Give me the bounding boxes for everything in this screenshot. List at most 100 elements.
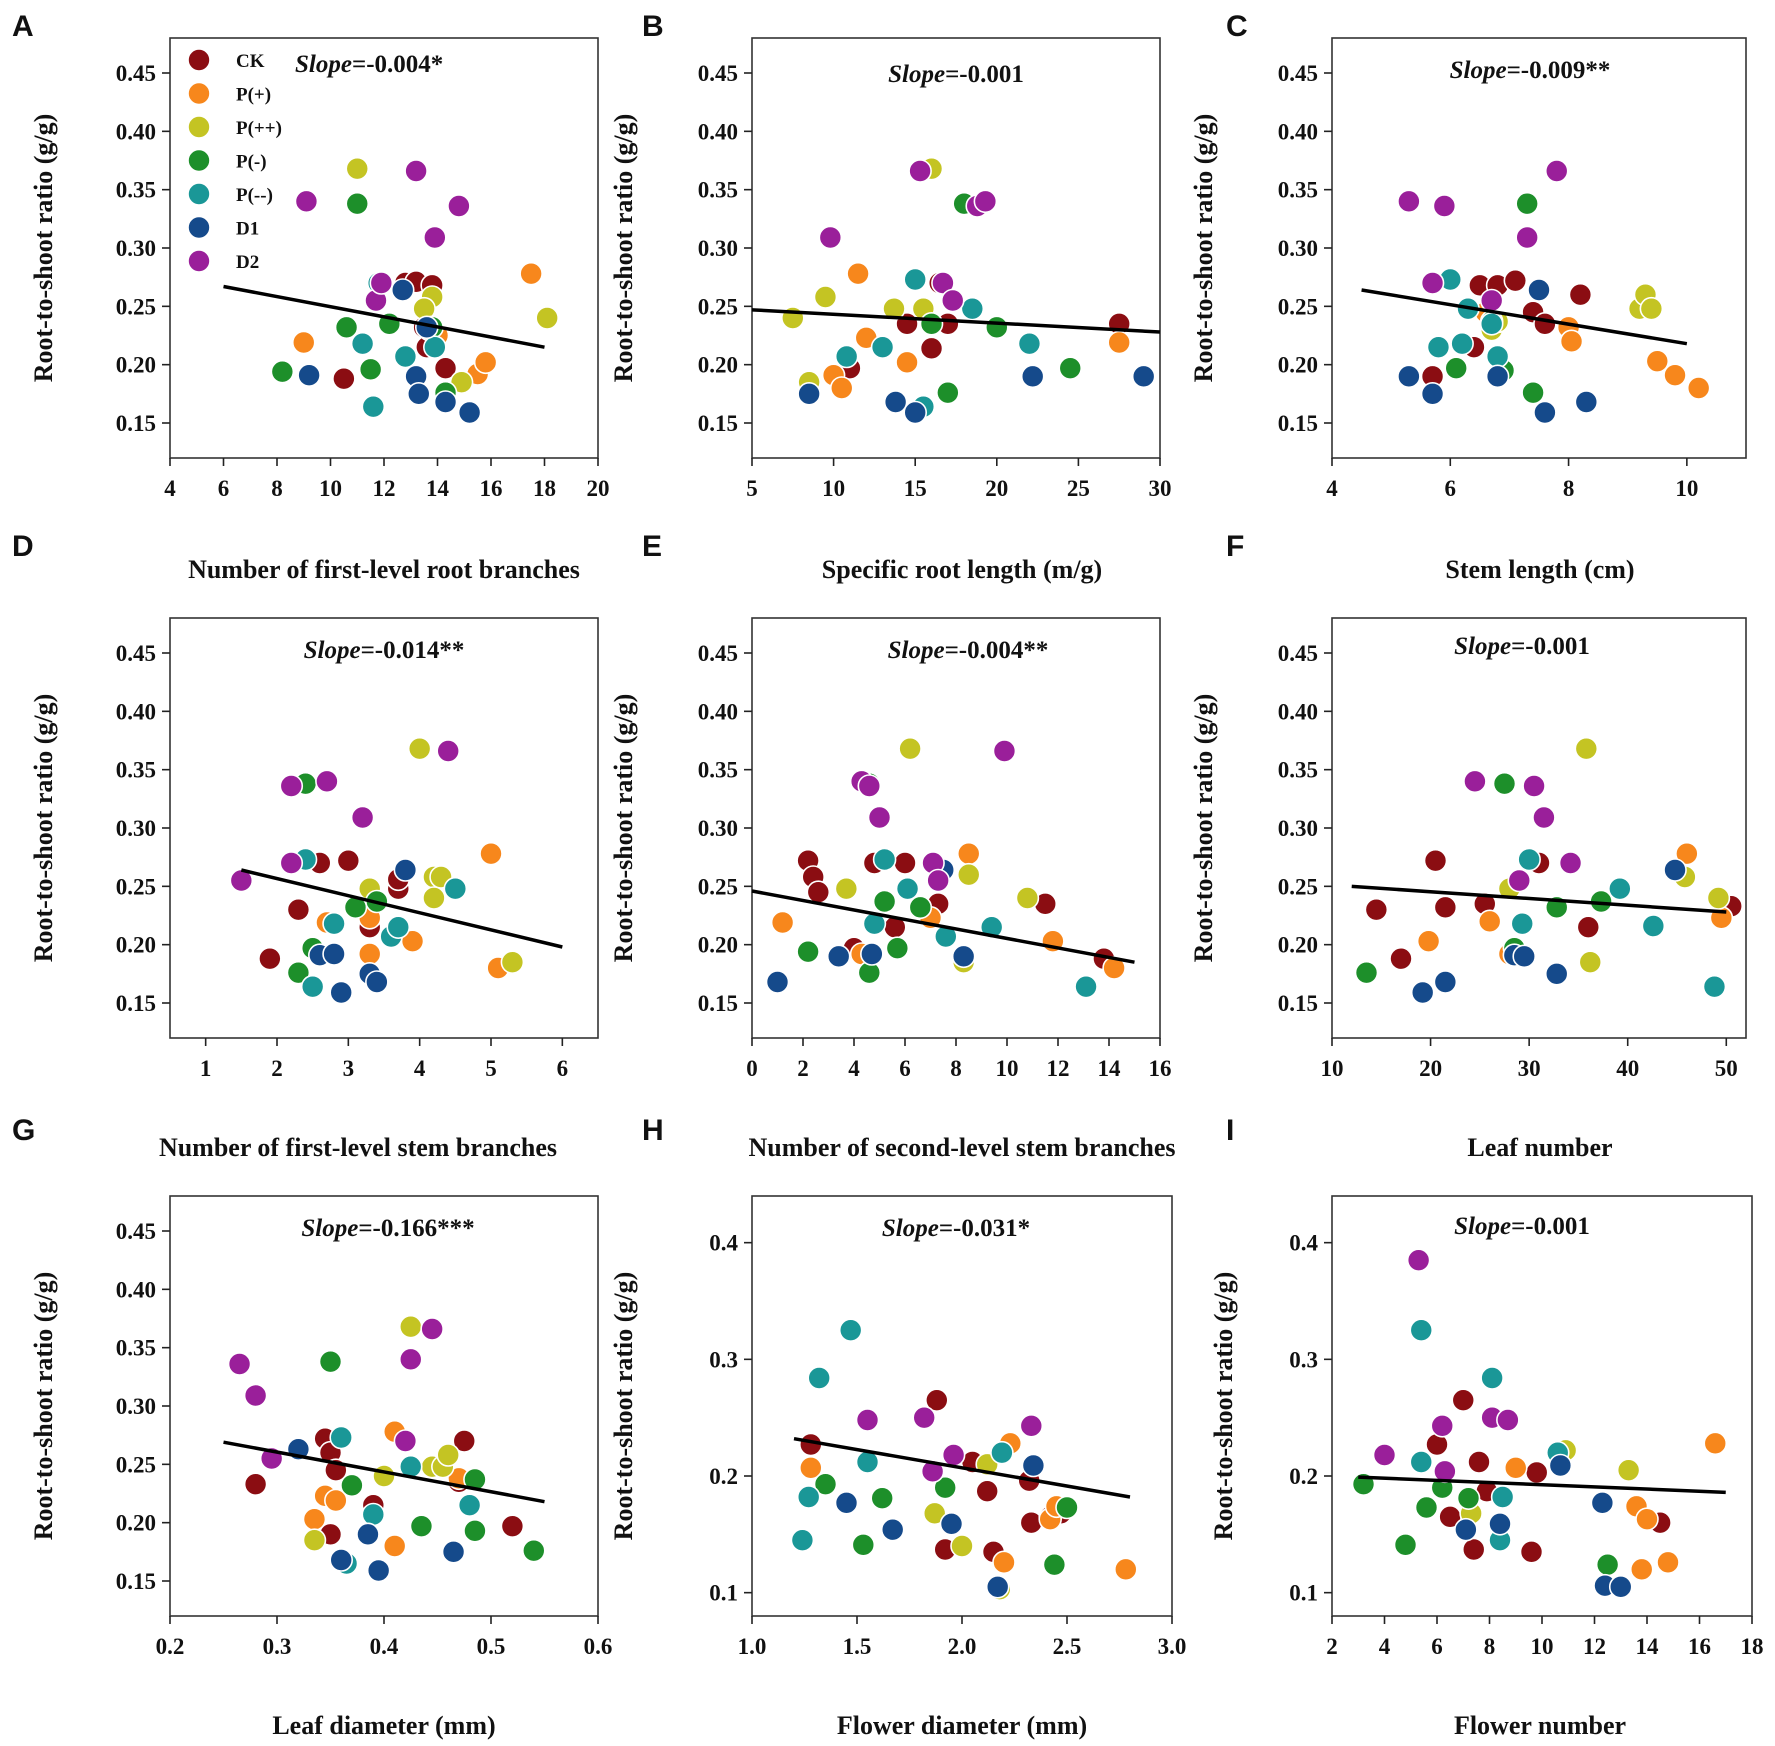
y-tick-label-e: 0.25 (698, 874, 738, 899)
data-point (1450, 331, 1474, 356)
panel-f: F Root-to-shoot ratio (g/g) Leaf number … (1189, 530, 1747, 1162)
legend: CK P(+) P(++) P(-) P(--) D1 D2 (187, 48, 282, 273)
x-tick-label-i: 12 (1583, 1634, 1606, 1659)
series-d2-b (818, 159, 998, 313)
data-point (433, 390, 458, 414)
data-point (826, 944, 851, 969)
x-tick-label-d: 6 (557, 1056, 569, 1081)
y-axis-title-a: Root-to-shoot ratio (g/g) (29, 114, 58, 383)
data-point (867, 805, 892, 830)
data-point (1616, 1458, 1641, 1482)
data-point (350, 331, 375, 356)
series-pminus-h (813, 1472, 1079, 1577)
data-point (903, 400, 928, 425)
data-point (796, 1485, 821, 1509)
series-pplus-b (821, 261, 1131, 400)
data-point (1131, 364, 1156, 389)
data-point (393, 858, 418, 882)
y-tick-label-b: 0.25 (698, 294, 738, 319)
data-point (1544, 159, 1569, 183)
y-axis-title-e: Root-to-shoot ratio (g/g) (609, 694, 638, 963)
data-point (790, 1528, 815, 1552)
slope-annotation-h: Slope=-0.031* (882, 1215, 1030, 1242)
data-point (829, 376, 854, 400)
x-tick-label-g: 0.5 (477, 1634, 506, 1659)
data-point (441, 1540, 466, 1564)
data-point (406, 382, 431, 406)
series-d2-e (849, 739, 1017, 893)
data-point (924, 1388, 949, 1412)
data-point (1480, 1366, 1504, 1390)
data-point (398, 1314, 423, 1339)
data-point (1517, 847, 1541, 872)
series-d2-d (229, 739, 461, 893)
data-point (229, 868, 254, 893)
data-point (340, 1473, 364, 1498)
x-tick-label-h: 1.5 (843, 1634, 872, 1659)
data-point (1568, 282, 1593, 307)
x-tick-label-a: 14 (426, 476, 450, 501)
x-tick-label-f: 20 (1419, 1056, 1442, 1081)
plot-frame-e (751, 617, 1161, 1039)
data-point (1423, 848, 1448, 873)
legend-marker (187, 215, 211, 240)
x-axis-title-f: Leaf number (1467, 1133, 1612, 1162)
data-point (882, 296, 906, 321)
data-point (1512, 944, 1537, 969)
panel-a: A Root-to-shoot ratio (g/g) Number of fi… (12, 10, 610, 584)
x-tick-label-e: 0 (746, 1056, 758, 1081)
data-point (350, 805, 375, 830)
regression-line-c (1361, 288, 1688, 346)
data-point (1432, 194, 1457, 218)
data-point (834, 876, 859, 901)
data-point (365, 970, 389, 994)
slope-annotation-e: Slope=-0.004** (888, 637, 1049, 664)
y-tick-label-h: 0.3 (709, 1347, 738, 1372)
data-point (1020, 364, 1045, 389)
series-d1-c (1397, 278, 1599, 425)
regression-line-e (751, 889, 1135, 964)
series-d2-i (1372, 1248, 1520, 1484)
series-d1-d (307, 858, 418, 1005)
data-point (390, 278, 415, 302)
y-tick-label-a: 0.25 (116, 294, 156, 319)
series-pminusminus-f (1510, 847, 1727, 999)
panel-letter-a: A (12, 10, 34, 43)
data-point (834, 344, 859, 369)
x-tick-label-c: 6 (1445, 476, 1457, 501)
data-point (1114, 1557, 1138, 1582)
data-point (243, 1383, 268, 1408)
data-point (369, 271, 394, 295)
x-tick-label-f: 50 (1715, 1056, 1738, 1081)
y-tick-label-f: 0.25 (1278, 874, 1318, 899)
y-tick-label-g: 0.45 (116, 1219, 156, 1244)
x-axis-title-c: Stem length (cm) (1445, 555, 1634, 584)
x-tick-label-e: 6 (899, 1056, 911, 1081)
data-point (407, 736, 432, 761)
data-point (398, 1347, 423, 1372)
data-point (895, 876, 920, 901)
y-tick-label-g: 0.20 (116, 1511, 156, 1536)
y-tick-label-c: 0.45 (1278, 61, 1318, 86)
data-point (322, 911, 346, 936)
x-tick-label-b: 20 (985, 476, 1008, 501)
data-point (893, 851, 917, 875)
y-tick-label-d: 0.40 (116, 699, 156, 724)
y-tick-label-e: 0.45 (698, 641, 738, 666)
data-point (1479, 288, 1504, 313)
data-point (1456, 1486, 1481, 1510)
y-tick-label-e: 0.20 (698, 933, 738, 958)
data-point (1639, 296, 1664, 321)
slope-annotation-c: Slope=-0.009** (1450, 57, 1611, 84)
data-point (423, 225, 447, 250)
data-point (345, 191, 370, 216)
data-point (765, 970, 790, 994)
data-point (1519, 1540, 1544, 1564)
data-point (1485, 344, 1510, 369)
panel-letter-c: C (1226, 10, 1248, 43)
legend-item-pplus: P(+) (187, 81, 271, 106)
x-tick-label-a: 16 (480, 476, 503, 501)
data-point (279, 774, 304, 798)
data-point (1444, 356, 1468, 380)
data-point (1521, 380, 1545, 405)
